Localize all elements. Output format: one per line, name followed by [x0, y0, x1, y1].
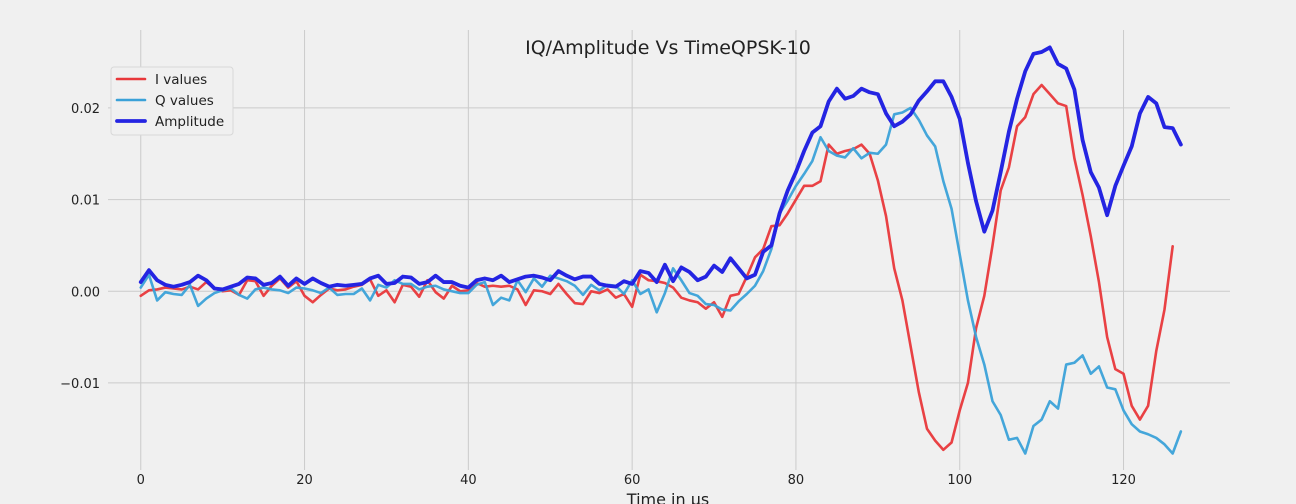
x-tick-label: 80 — [788, 473, 805, 488]
series-line-q-values — [139, 106, 1183, 455]
y-tick-label: 0.00 — [71, 285, 100, 300]
y-tick-label: −0.01 — [60, 377, 100, 392]
y-tick-label: 0.01 — [71, 194, 100, 209]
x-tick-label: 120 — [1111, 473, 1136, 488]
x-tick-label: 40 — [460, 473, 477, 488]
legend-label: Q values — [155, 93, 214, 109]
x-tick-label: 100 — [947, 473, 972, 488]
legend-label: Amplitude — [155, 114, 224, 130]
x-tick-label: 0 — [137, 473, 145, 488]
grid — [108, 30, 1230, 470]
chart-title: IQ/Amplitude Vs TimeQPSK-10 — [525, 37, 811, 59]
series-lines — [138, 45, 1183, 455]
y-tick-labels: −0.01 0.00 0.01 0.02 — [60, 102, 100, 392]
x-tick-label: 60 — [624, 473, 641, 488]
x-tick-label: 20 — [296, 473, 313, 488]
x-tick-labels: 0 20 40 60 80 100 120 — [137, 473, 1136, 488]
legend-box — [110, 66, 234, 136]
x-axis-label: Time in μs — [626, 490, 709, 504]
legend: I values Q values Amplitude — [110, 66, 234, 136]
y-tick-label: 0.02 — [71, 102, 100, 117]
legend-label: I values — [155, 72, 207, 88]
series-line-amplitude — [138, 45, 1183, 292]
